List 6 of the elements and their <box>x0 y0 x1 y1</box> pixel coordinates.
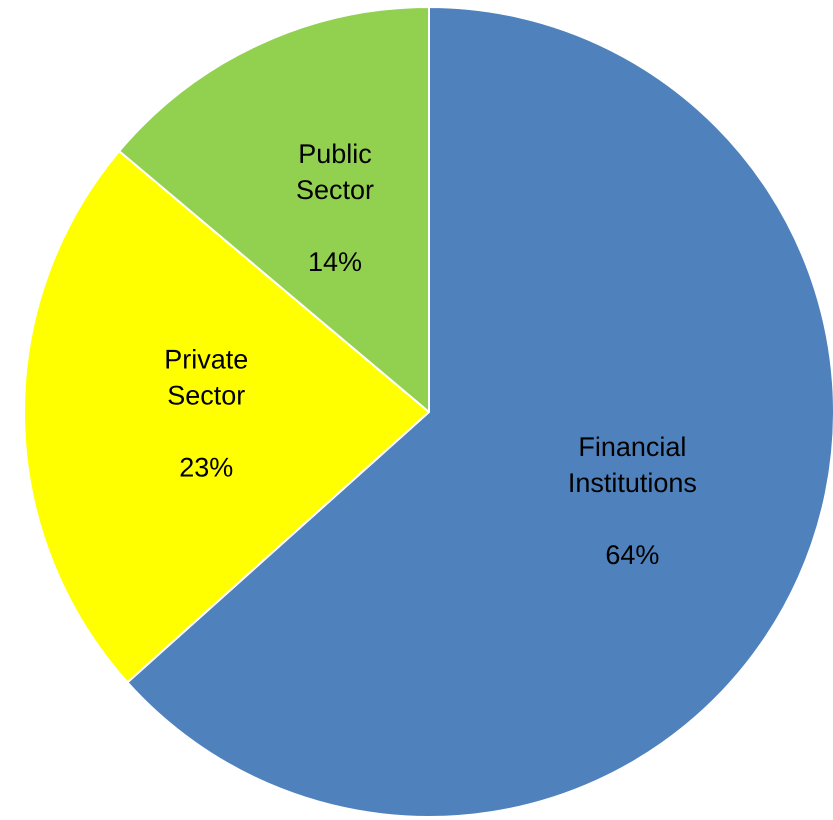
data-label: 14% <box>308 247 362 278</box>
slice-label: Public Sector <box>296 139 374 206</box>
data-label: 23% <box>179 452 234 483</box>
slice-label: Private Sector <box>164 344 248 411</box>
slice-label: Financial Institutions <box>568 432 697 498</box>
data-label: 64% <box>605 540 660 570</box>
